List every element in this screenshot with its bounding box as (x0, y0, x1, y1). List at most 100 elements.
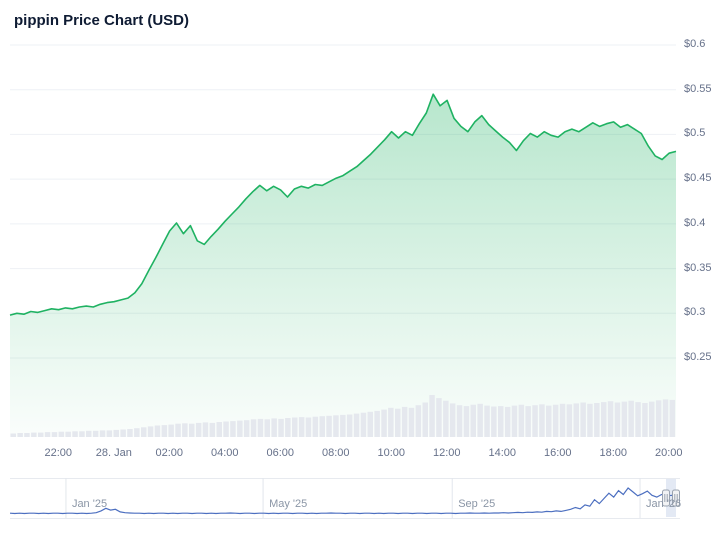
volume-bar (216, 422, 222, 437)
x-axis-label: 02:00 (155, 447, 184, 459)
volume-bar (223, 421, 229, 437)
volume-bar (209, 422, 216, 437)
volume-bar (353, 413, 360, 437)
volume-bar (340, 414, 346, 437)
volume-series (10, 395, 676, 437)
volume-bar (401, 406, 408, 437)
volume-bar (195, 422, 202, 437)
volume-bar (230, 421, 236, 437)
volume-bar (477, 403, 483, 437)
x-axis-label: 16:00 (544, 447, 572, 459)
volume-bar (38, 432, 44, 437)
volume-bar (470, 404, 476, 437)
navigator-handle-left[interactable] (662, 489, 670, 507)
volume-bar (168, 424, 174, 437)
x-axis-label: 20:00 (655, 447, 683, 459)
volume-bar (614, 402, 621, 437)
volume-bar (649, 401, 655, 437)
navigator-selection[interactable] (666, 479, 676, 517)
volume-bar (250, 419, 257, 437)
chart-title: pippin Price Chart (USD) (14, 12, 190, 29)
volume-bar (511, 405, 518, 437)
volume-bar (51, 432, 58, 437)
volume-bar (243, 420, 250, 437)
volume-bar (580, 402, 586, 437)
volume-bar (546, 405, 552, 437)
volume-bar (319, 416, 325, 437)
volume-bar (24, 433, 30, 437)
volume-bar (346, 414, 353, 437)
volume-bar (518, 404, 525, 437)
volume-bar (271, 418, 277, 437)
volume-bar (504, 406, 511, 437)
y-axis-label: $0.3 (684, 306, 706, 319)
volume-bar (587, 403, 593, 437)
volume-bar (367, 411, 373, 437)
volume-bar (10, 433, 16, 437)
volume-bar (106, 430, 113, 437)
volume-bar (635, 402, 641, 437)
y-axis-label: $0.5 (684, 127, 706, 140)
navigator-tick-label: Jan '25 (71, 498, 108, 510)
volume-bar (539, 404, 545, 437)
volume-bar (484, 405, 490, 437)
volume-bar (408, 407, 415, 437)
volume-bar (491, 406, 497, 437)
volume-bar (532, 405, 538, 437)
volume-bar (333, 415, 339, 437)
volume-bar (202, 422, 209, 437)
volume-bar (436, 398, 442, 437)
volume-bar (662, 399, 669, 437)
volume-bar (79, 431, 85, 437)
volume-bar (264, 419, 270, 437)
y-axis-label: $0.45 (684, 172, 712, 185)
volume-bar (395, 408, 401, 437)
volume-bar (360, 412, 367, 437)
volume-bar (463, 406, 470, 437)
volume-bar (642, 403, 648, 437)
volume-bar (147, 426, 154, 437)
volume-bar (443, 400, 449, 437)
volume-bar (429, 395, 435, 437)
volume-bar (278, 418, 284, 437)
volume-bar (456, 405, 463, 437)
volume-bar (237, 420, 243, 437)
volume-bar (154, 425, 161, 437)
navigator-series[interactable] (9, 487, 677, 515)
volume-bar (381, 409, 387, 437)
volume-bar (134, 428, 140, 437)
x-axis-label: 06:00 (266, 447, 295, 459)
x-axis-label: 12:00 (433, 447, 461, 459)
y-axis-label: $0.25 (684, 351, 712, 363)
volume-bar (182, 423, 188, 437)
navigator-handle-right[interactable] (672, 489, 680, 507)
volume-bar (374, 410, 380, 437)
price-area (10, 94, 676, 437)
volume-bar (449, 403, 456, 437)
x-axis-label: 14:00 (488, 447, 517, 459)
volume-bar (285, 418, 291, 437)
y-axis-label: $0.4 (684, 216, 706, 229)
volume-bar (498, 406, 504, 437)
x-axis-label: 28. Jan (95, 447, 132, 459)
x-axis-label: 04:00 (211, 447, 239, 459)
x-axis-label: 08:00 (322, 447, 350, 459)
x-axis-label: 22:00 (44, 447, 73, 459)
volume-bar (621, 401, 628, 437)
volume-bar (113, 429, 119, 437)
x-axis-label: 10:00 (377, 447, 406, 459)
volume-bar (120, 429, 126, 437)
volume-bar (44, 432, 51, 437)
volume-bar (669, 399, 676, 437)
volume-bar (161, 425, 168, 437)
volume-bar (17, 433, 23, 437)
volume-bar (566, 404, 573, 437)
volume-bar (305, 417, 312, 437)
volume-bar (127, 429, 133, 437)
price-line (9, 93, 677, 316)
volume-bar (72, 431, 78, 437)
volume-bar (31, 432, 37, 437)
volume-bar (92, 430, 99, 437)
